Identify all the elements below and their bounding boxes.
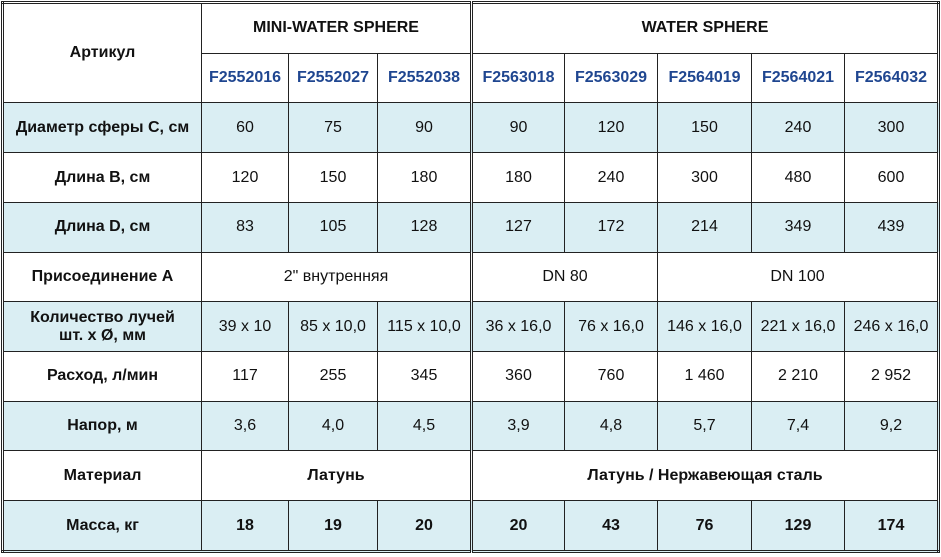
table-cell: 221 х 16,0 [751,301,845,353]
table-cell: 39 х 10 [201,301,289,353]
row-label: Диаметр сферы С, см [2,102,202,154]
table-cell: 4,8 [564,400,658,452]
row-label: Материал [2,450,202,502]
article-code: F2563029 [564,52,658,104]
article-code: F2552038 [377,52,472,104]
table-cell: 2 210 [751,351,845,402]
table-cell: 117 [201,351,289,402]
table-cell: 83 [201,201,289,253]
article-code: F2564032 [844,52,939,104]
table-row: Напор, м 3,6 4,0 4,5 3,9 4,8 5,7 7,4 9,2 [2,400,939,452]
table-cell: Латунь / Нержавеющая сталь [470,450,939,502]
table-cell: 127 [470,201,565,253]
article-code: F2563018 [470,52,565,104]
table-cell: 246 х 16,0 [844,301,939,353]
table-cell: 18 [201,500,289,552]
table-cell: 76 [657,500,752,552]
table-cell: DN 80 [470,251,658,303]
table-cell: 360 [470,351,565,402]
table-cell: 9,2 [844,400,939,452]
table-row: Количество лучей шт. х Ø, мм 39 х 10 85 х 1… [2,301,939,353]
table-cell: 105 [288,201,378,253]
table-cell: 240 [564,152,658,203]
table-cell: 76 х 16,0 [564,301,658,353]
table-cell: 172 [564,201,658,253]
table-row: Длина D, см 83 105 128 127 172 214 349 439 [2,201,939,253]
row-label: Расход, л/мин [2,351,202,402]
table-row: Длина В, см 120 150 180 180 240 300 480 600 [2,152,939,203]
table-cell: 2" внутренняя [201,251,472,303]
table-cell: 4,0 [288,400,378,452]
table-cell: 36 х 16,0 [470,301,565,353]
row-label: Длина D, см [2,201,202,253]
table-row: Диаметр сферы С, см 60 75 90 90 120 150 240 300 [2,102,939,154]
table-cell: 439 [844,201,939,253]
table-cell: 600 [844,152,939,203]
row-label: Длина В, см [2,152,202,203]
table-cell: 345 [377,351,472,402]
article-code: F2564021 [751,52,845,104]
table-cell: Латунь [201,450,472,502]
header-row-codes: F2552016 F2552027 F2552038 F2563018 F2563029… [3,52,939,104]
article-code: F2564019 [657,52,752,104]
table-cell: 240 [751,102,845,154]
table-cell: 174 [844,500,939,552]
row-label: Напор, м [2,400,202,452]
table-row: Присоединение А 2" внутренняя DN 80 DN 100 [2,251,939,303]
table-cell: 75 [288,102,378,154]
table-cell: 760 [564,351,658,402]
table-cell: 120 [564,102,658,154]
row-label: Присоединение А [2,251,202,303]
group-header: WATER SPHERE [470,2,939,54]
table-cell: 43 [564,500,658,552]
table-cell: 128 [377,201,472,253]
table-cell: 3,9 [470,400,565,452]
table-cell: 19 [288,500,378,552]
table-cell: 1 460 [657,351,752,402]
table-cell: 20 [377,500,472,552]
article-code: F2552016 [201,52,289,104]
table-cell: 255 [288,351,378,402]
table-cell: 5,7 [657,400,752,452]
table-row: Масса, кг 18 19 20 20 43 76 129 174 [2,500,939,552]
table-cell: 129 [751,500,845,552]
table-cell: DN 100 [657,251,939,303]
table-cell: 115 х 10,0 [377,301,472,353]
table-cell: 85 х 10,0 [288,301,378,353]
table-cell: 300 [657,152,752,203]
article-header: Артикул [2,1,202,104]
table-cell: 2 952 [844,351,939,402]
header-row-groups: Артикул MINI-WATER SPHERE WATER SPHERE [2,1,939,104]
table-cell: 90 [377,102,472,154]
table-cell: 349 [751,201,845,253]
row-label: Количество лучей шт. х Ø, мм [2,301,202,353]
table-cell: 146 х 16,0 [657,301,752,353]
table-cell: 480 [751,152,845,203]
group-header: MINI-WATER SPHERE [201,2,472,54]
table-cell: 20 [470,500,565,552]
table-cell: 180 [377,152,472,203]
table-row: Материал Латунь Латунь / Нержавеющая сталь [2,450,939,502]
table-cell: 3,6 [201,400,289,452]
table-cell: 214 [657,201,752,253]
table-cell: 180 [470,152,565,203]
table-cell: 90 [470,102,565,154]
table-row: Расход, л/мин 117 255 345 360 760 1 460 2 210 2 … [2,351,939,402]
table-cell: 7,4 [751,400,845,452]
article-code: F2552027 [288,52,378,104]
table-cell: 150 [657,102,752,154]
table-cell: 60 [201,102,289,154]
table-cell: 150 [288,152,378,203]
table-cell: 4,5 [377,400,472,452]
table-cell: 120 [201,152,289,203]
table-cell: 300 [844,102,939,154]
row-label: Масса, кг [2,500,202,552]
